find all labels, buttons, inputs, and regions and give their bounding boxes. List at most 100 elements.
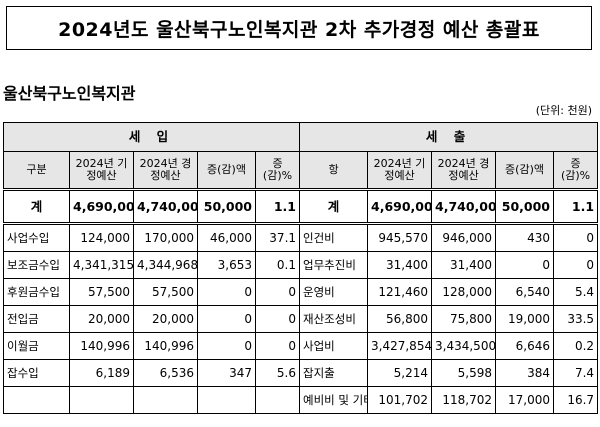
- expense-cell-value: 945,570: [367, 223, 433, 252]
- income-cell-value: 170,000: [133, 223, 198, 252]
- expense-cell-value: 6,646: [495, 332, 555, 360]
- expense-cell-label: 잡지출: [299, 359, 369, 387]
- income-total-percent: 1.1: [254, 189, 301, 225]
- income-cell-value: 140,996: [133, 332, 198, 360]
- income-cell-value: 0.1: [254, 251, 301, 279]
- income-cell-value: 4,341,315: [69, 251, 134, 279]
- table-row: 보조금수입 4,341,315 4,344,968 3,653 0.1 업무추진비 31,4…: [3, 251, 599, 279]
- expense-cell-value: 128,000: [431, 278, 497, 306]
- expense-cell-value: 17,000: [495, 386, 555, 414]
- expense-cell-value: 0: [553, 251, 599, 279]
- page-title: 2024년도 울산북구노인복지관 2차 추가경정 예산 총괄표: [6, 6, 592, 50]
- total-row: 계 4,690,000 4,740,000 50,000 1.1 계 4,690…: [3, 189, 599, 225]
- income-cell-value: 20,000: [69, 305, 134, 333]
- income-total-prev: 4,690,000: [69, 189, 134, 225]
- expense-col-change-percent: 증(감)%: [553, 151, 599, 191]
- table-row: 후원금수입 57,500 57,500 0 0 운영비 121,460 128,000 6,54…: [3, 278, 599, 306]
- income-cell-value: 6,189: [69, 359, 134, 387]
- expense-group-header: 세 출: [299, 122, 599, 152]
- income-col-change-percent: 증(감)%: [254, 151, 301, 191]
- income-cell-value: 124,000: [69, 223, 134, 252]
- income-col-revised-budget: 2024년 경정예산: [133, 151, 198, 191]
- expense-cell-label: 운영비: [299, 278, 369, 306]
- expense-total-change: 50,000: [495, 189, 555, 225]
- budget-summary-table: 세 입 세 출 구분 2024년 기정예산 2024년 경정예산 증(감)액 증…: [2, 122, 599, 414]
- income-cell-value: [197, 386, 256, 414]
- expense-cell-label: 인건비: [299, 223, 369, 252]
- income-total-change: 50,000: [197, 189, 256, 225]
- income-cell-label: 보조금수입: [3, 251, 70, 279]
- expense-cell-label: 재산조성비: [299, 305, 369, 333]
- table-row: 사업수입 124,000 170,000 46,000 37.1 인건비 945,570 94…: [3, 223, 599, 252]
- expense-col-item: 항: [299, 151, 369, 191]
- income-group-header: 세 입: [2, 122, 301, 152]
- income-cell-value: 0: [197, 278, 256, 306]
- table-row: 예비비 및 기타 101,702 118,702 17,000 16.7: [3, 386, 599, 414]
- expense-total-revised: 4,740,000: [431, 189, 497, 225]
- expense-cell-value: 946,000: [431, 223, 497, 252]
- income-cell-value: 0: [254, 305, 301, 333]
- organization-name: 울산북구노인복지관: [3, 84, 136, 103]
- expense-cell-label: 예비비 및 기타: [299, 386, 369, 414]
- expense-cell-label: 사업비: [299, 332, 369, 360]
- group-header-row: 세 입 세 출: [2, 122, 599, 152]
- income-cell-value: 20,000: [133, 305, 198, 333]
- income-cell-label: 전입금: [3, 305, 70, 333]
- expense-cell-value: 0: [495, 251, 555, 279]
- income-total-revised: 4,740,000: [133, 189, 198, 225]
- expense-cell-value: 31,400: [431, 251, 497, 279]
- expense-cell-value: 101,702: [367, 386, 433, 414]
- expense-cell-value: 16.7: [553, 386, 599, 414]
- income-cell-label: 잡수입: [3, 359, 70, 387]
- expense-cell-value: 384: [495, 359, 555, 387]
- expense-cell-value: 3,434,500: [431, 332, 497, 360]
- expense-cell-value: 75,800: [431, 305, 497, 333]
- expense-cell-value: 430: [495, 223, 555, 252]
- column-header-row: 구분 2024년 기정예산 2024년 경정예산 증(감)액 증(감)% 항 2…: [3, 151, 599, 191]
- income-cell-label: 사업수입: [3, 223, 70, 252]
- expense-cell-value: 6,540: [495, 278, 555, 306]
- expense-cell-value: 0.2: [553, 332, 599, 360]
- income-cell-label: 후원금수입: [3, 278, 70, 306]
- expense-cell-label: 업무추진비: [299, 251, 369, 279]
- income-cell-value: 6,536: [133, 359, 198, 387]
- expense-cell-value: 3,427,854: [367, 332, 433, 360]
- income-cell-value: [254, 386, 301, 414]
- expense-cell-value: 56,800: [367, 305, 433, 333]
- table-row: 잡수입 6,189 6,536 347 5.6 잡지출 5,214 5,598 384 7.4: [3, 359, 599, 387]
- expense-total-label: 계: [299, 189, 369, 225]
- expense-cell-value: 118,702: [431, 386, 497, 414]
- income-cell-label: 이월금: [3, 332, 70, 360]
- income-cell-value: 57,500: [69, 278, 134, 306]
- unit-label: (단위: 천원): [535, 104, 592, 117]
- income-cell-value: [69, 386, 134, 414]
- expense-cell-value: 19,000: [495, 305, 555, 333]
- income-col-category: 구분: [3, 151, 70, 191]
- expense-col-prev-budget: 2024년 기정예산: [367, 151, 433, 191]
- expense-cell-value: 7.4: [553, 359, 599, 387]
- income-cell-value: 347: [197, 359, 256, 387]
- income-col-prev-budget: 2024년 기정예산: [69, 151, 134, 191]
- income-col-change-amount: 증(감)액: [197, 151, 256, 191]
- expense-cell-value: 5,214: [367, 359, 433, 387]
- income-cell-value: 4,344,968: [133, 251, 198, 279]
- table-row: 전입금 20,000 20,000 0 0 재산조성비 56,800 75,800 19,000…: [3, 305, 599, 333]
- income-cell-value: 0: [254, 332, 301, 360]
- table-row: 이월금 140,996 140,996 0 0 사업비 3,427,854 3,434,500…: [3, 332, 599, 360]
- expense-cell-value: 33.5: [553, 305, 599, 333]
- income-cell-value: 140,996: [69, 332, 134, 360]
- income-cell-value: 0: [254, 278, 301, 306]
- income-cell-value: [133, 386, 198, 414]
- income-cell-value: 5.6: [254, 359, 301, 387]
- income-cell-label: [3, 386, 70, 414]
- expense-cell-value: 5.4: [553, 278, 599, 306]
- expense-cell-value: 31,400: [367, 251, 433, 279]
- income-cell-value: 46,000: [197, 223, 256, 252]
- income-cell-value: 37.1: [254, 223, 301, 252]
- income-cell-value: 57,500: [133, 278, 198, 306]
- expense-cell-value: 121,460: [367, 278, 433, 306]
- income-cell-value: 3,653: [197, 251, 256, 279]
- expense-cell-value: 0: [553, 223, 599, 252]
- expense-total-prev: 4,690,000: [367, 189, 433, 225]
- expense-cell-value: 5,598: [431, 359, 497, 387]
